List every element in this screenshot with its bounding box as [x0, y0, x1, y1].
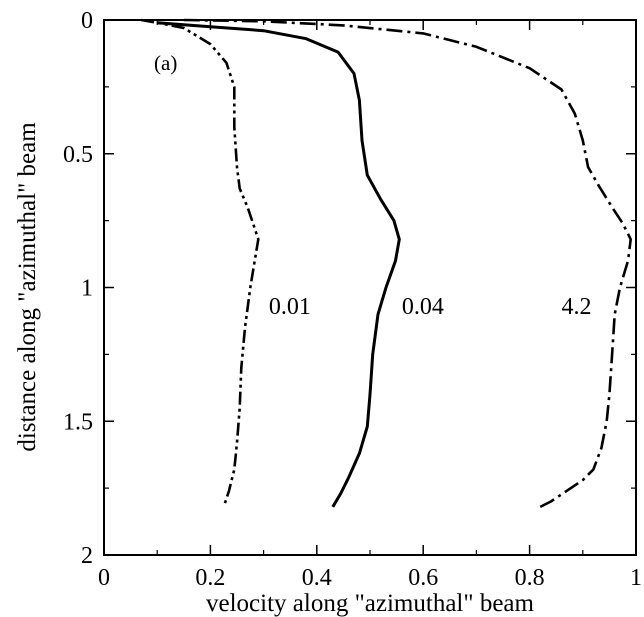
x-tick-label: 0.2 — [195, 565, 225, 591]
x-tick-label: 0.8 — [515, 565, 545, 591]
x-axis-ticks: 0 0.2 0.4 0.6 0.8 1 — [98, 20, 642, 591]
panel-label: (a) — [154, 51, 177, 75]
x-tick-label: 1 — [630, 565, 642, 591]
series-line-4-2 — [183, 18, 632, 509]
y-tick-label: 2 — [81, 543, 93, 569]
plot-area-frame — [103, 19, 637, 556]
series-labels: 0.01 0.04 4.2 — [269, 294, 592, 320]
series-label: 0.01 — [269, 294, 311, 320]
x-tick-label: 0.6 — [408, 565, 438, 591]
series-line-0-01 — [140, 18, 260, 508]
data-series-layer — [140, 18, 632, 509]
y-tick-label: 0 — [81, 8, 93, 34]
x-tick-label: 0 — [98, 565, 110, 591]
y-tick-label: 0.5 — [63, 142, 93, 168]
y-tick-label: 1.5 — [63, 409, 93, 435]
x-axis-label: velocity along "azimuthal" beam — [206, 590, 534, 617]
y-axis-ticks: 0 0.5 1 1.5 2 — [63, 8, 636, 569]
y-tick-label: 1 — [81, 276, 93, 302]
series-label: 4.2 — [562, 294, 592, 320]
series-label: 0.04 — [402, 294, 444, 320]
y-axis-label: distance along "azimuthal" beam — [14, 122, 41, 452]
series-line-0-04 — [157, 21, 401, 508]
x-tick-label: 0.4 — [302, 565, 332, 591]
